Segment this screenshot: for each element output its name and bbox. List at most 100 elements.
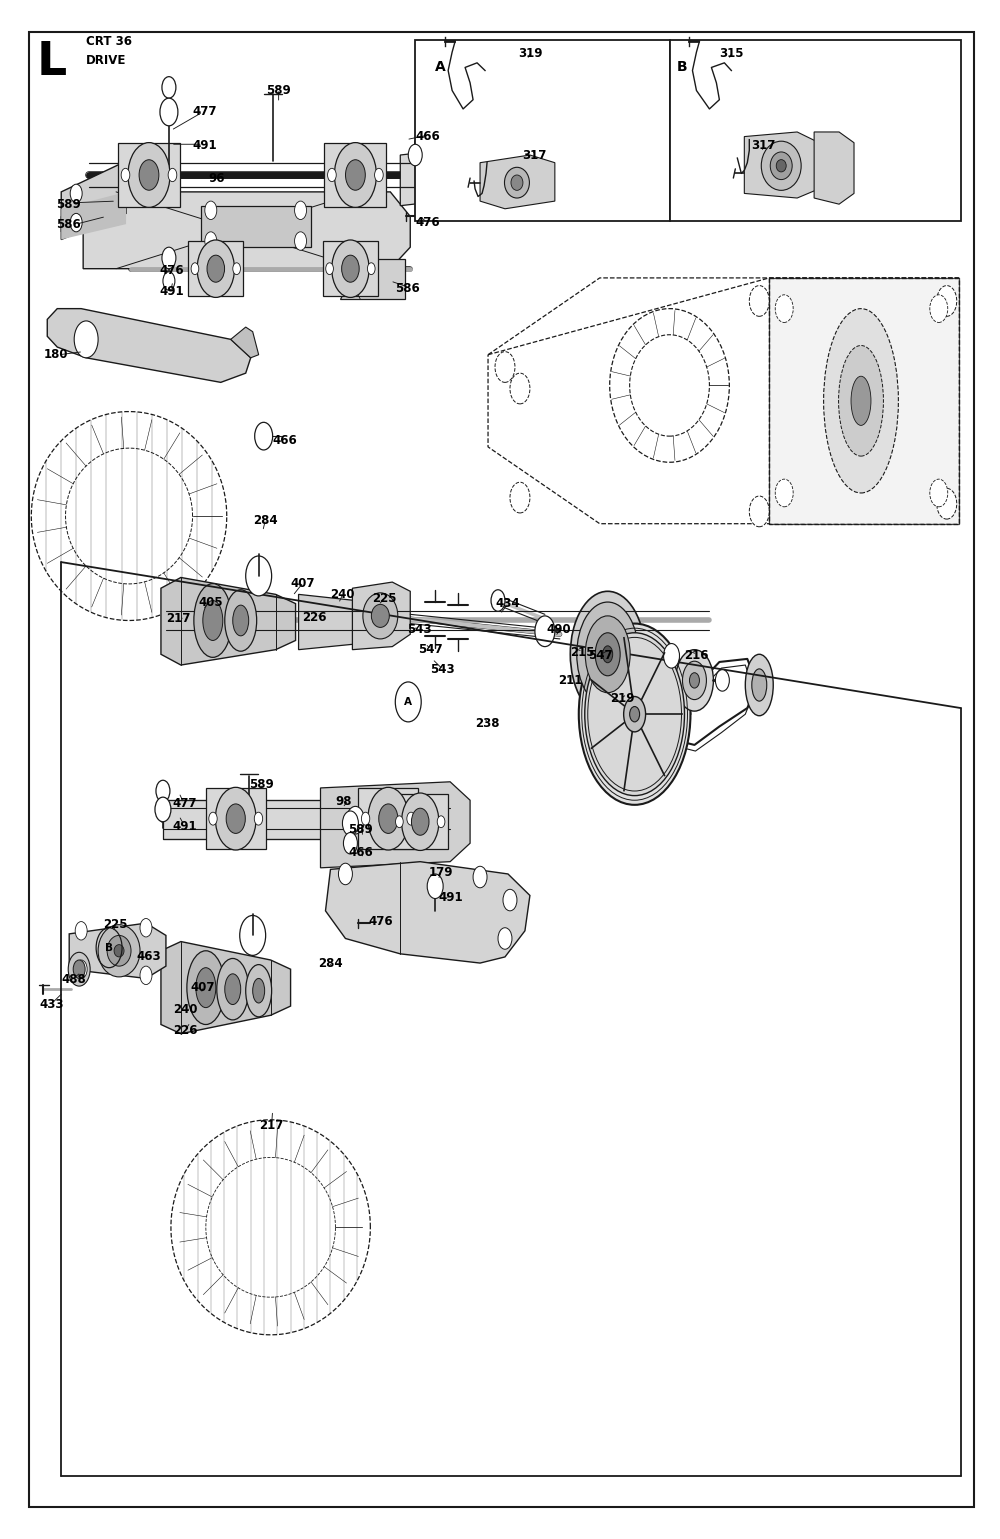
- Circle shape: [328, 168, 336, 182]
- Text: B: B: [105, 943, 113, 953]
- Polygon shape: [61, 202, 126, 232]
- Ellipse shape: [233, 605, 249, 636]
- Text: 491: 491: [159, 285, 184, 299]
- Polygon shape: [340, 260, 405, 300]
- Circle shape: [930, 295, 948, 323]
- Polygon shape: [400, 151, 440, 206]
- Ellipse shape: [511, 175, 523, 191]
- Polygon shape: [320, 782, 470, 868]
- Polygon shape: [163, 800, 450, 839]
- Text: 589: 589: [348, 823, 373, 836]
- Ellipse shape: [194, 583, 232, 657]
- Circle shape: [70, 185, 82, 203]
- Ellipse shape: [752, 669, 767, 702]
- Circle shape: [215, 788, 256, 850]
- Ellipse shape: [776, 160, 786, 172]
- Ellipse shape: [217, 959, 249, 1020]
- Text: 215: 215: [570, 646, 594, 659]
- Text: 589: 589: [266, 85, 290, 97]
- Polygon shape: [206, 788, 266, 850]
- Circle shape: [368, 788, 409, 850]
- Circle shape: [437, 816, 445, 828]
- Text: 216: 216: [684, 649, 709, 662]
- Polygon shape: [358, 788, 418, 850]
- Text: 586: 586: [56, 217, 81, 231]
- Circle shape: [495, 351, 515, 382]
- Text: 466: 466: [415, 131, 440, 143]
- Text: 98: 98: [335, 796, 352, 808]
- Ellipse shape: [246, 965, 272, 1017]
- Polygon shape: [118, 143, 180, 208]
- Circle shape: [295, 202, 307, 220]
- Text: 211: 211: [558, 674, 582, 686]
- Circle shape: [156, 780, 170, 802]
- Circle shape: [749, 496, 769, 526]
- Circle shape: [226, 803, 245, 834]
- Ellipse shape: [624, 697, 646, 733]
- Circle shape: [411, 808, 429, 836]
- Ellipse shape: [577, 602, 639, 706]
- Ellipse shape: [570, 591, 645, 717]
- Text: 407: 407: [191, 982, 215, 994]
- Text: 240: 240: [330, 588, 355, 600]
- Circle shape: [503, 890, 517, 911]
- Text: 488: 488: [61, 974, 86, 986]
- Text: L: L: [36, 40, 66, 85]
- Text: 240: 240: [173, 1002, 197, 1016]
- Circle shape: [473, 866, 487, 888]
- Circle shape: [163, 272, 175, 291]
- Text: 317: 317: [751, 140, 776, 152]
- Circle shape: [191, 263, 199, 274]
- Polygon shape: [480, 155, 555, 209]
- Ellipse shape: [203, 600, 223, 640]
- Text: 217: 217: [166, 613, 190, 625]
- Polygon shape: [325, 862, 530, 963]
- Polygon shape: [161, 577, 296, 665]
- Circle shape: [233, 263, 240, 274]
- Text: 466: 466: [348, 846, 373, 859]
- Ellipse shape: [98, 925, 140, 977]
- Ellipse shape: [114, 945, 124, 957]
- Text: 226: 226: [303, 611, 327, 623]
- Ellipse shape: [839, 345, 883, 456]
- Text: 225: 225: [372, 593, 397, 605]
- Circle shape: [246, 556, 272, 596]
- Polygon shape: [769, 279, 959, 523]
- Text: 589: 589: [56, 197, 81, 211]
- Polygon shape: [61, 192, 126, 240]
- Text: 180: 180: [43, 348, 68, 362]
- Text: 491: 491: [438, 891, 463, 903]
- Ellipse shape: [73, 960, 85, 979]
- Ellipse shape: [595, 633, 620, 676]
- Circle shape: [346, 806, 364, 834]
- Circle shape: [326, 263, 333, 274]
- Circle shape: [408, 145, 422, 166]
- Text: 547: 547: [418, 643, 443, 656]
- Polygon shape: [188, 242, 243, 297]
- Circle shape: [491, 589, 505, 611]
- Polygon shape: [299, 594, 360, 649]
- Text: CRT 36: CRT 36: [86, 35, 132, 48]
- Polygon shape: [744, 132, 819, 199]
- Text: 476: 476: [159, 263, 184, 277]
- Circle shape: [367, 263, 375, 274]
- Text: 463: 463: [136, 951, 161, 963]
- Ellipse shape: [504, 168, 529, 199]
- Text: 238: 238: [475, 717, 500, 729]
- Circle shape: [498, 928, 512, 950]
- Text: 491: 491: [193, 140, 217, 152]
- Circle shape: [75, 960, 87, 979]
- Text: 315: 315: [719, 48, 744, 60]
- Circle shape: [715, 669, 729, 691]
- Ellipse shape: [824, 309, 898, 492]
- Text: 477: 477: [193, 106, 217, 119]
- Bar: [415, 40, 670, 222]
- Circle shape: [402, 793, 439, 851]
- Ellipse shape: [761, 142, 801, 191]
- Ellipse shape: [682, 662, 706, 700]
- Polygon shape: [47, 309, 251, 382]
- Ellipse shape: [187, 951, 225, 1025]
- Circle shape: [407, 813, 415, 825]
- Text: 407: 407: [291, 577, 315, 589]
- Text: 589: 589: [249, 779, 273, 791]
